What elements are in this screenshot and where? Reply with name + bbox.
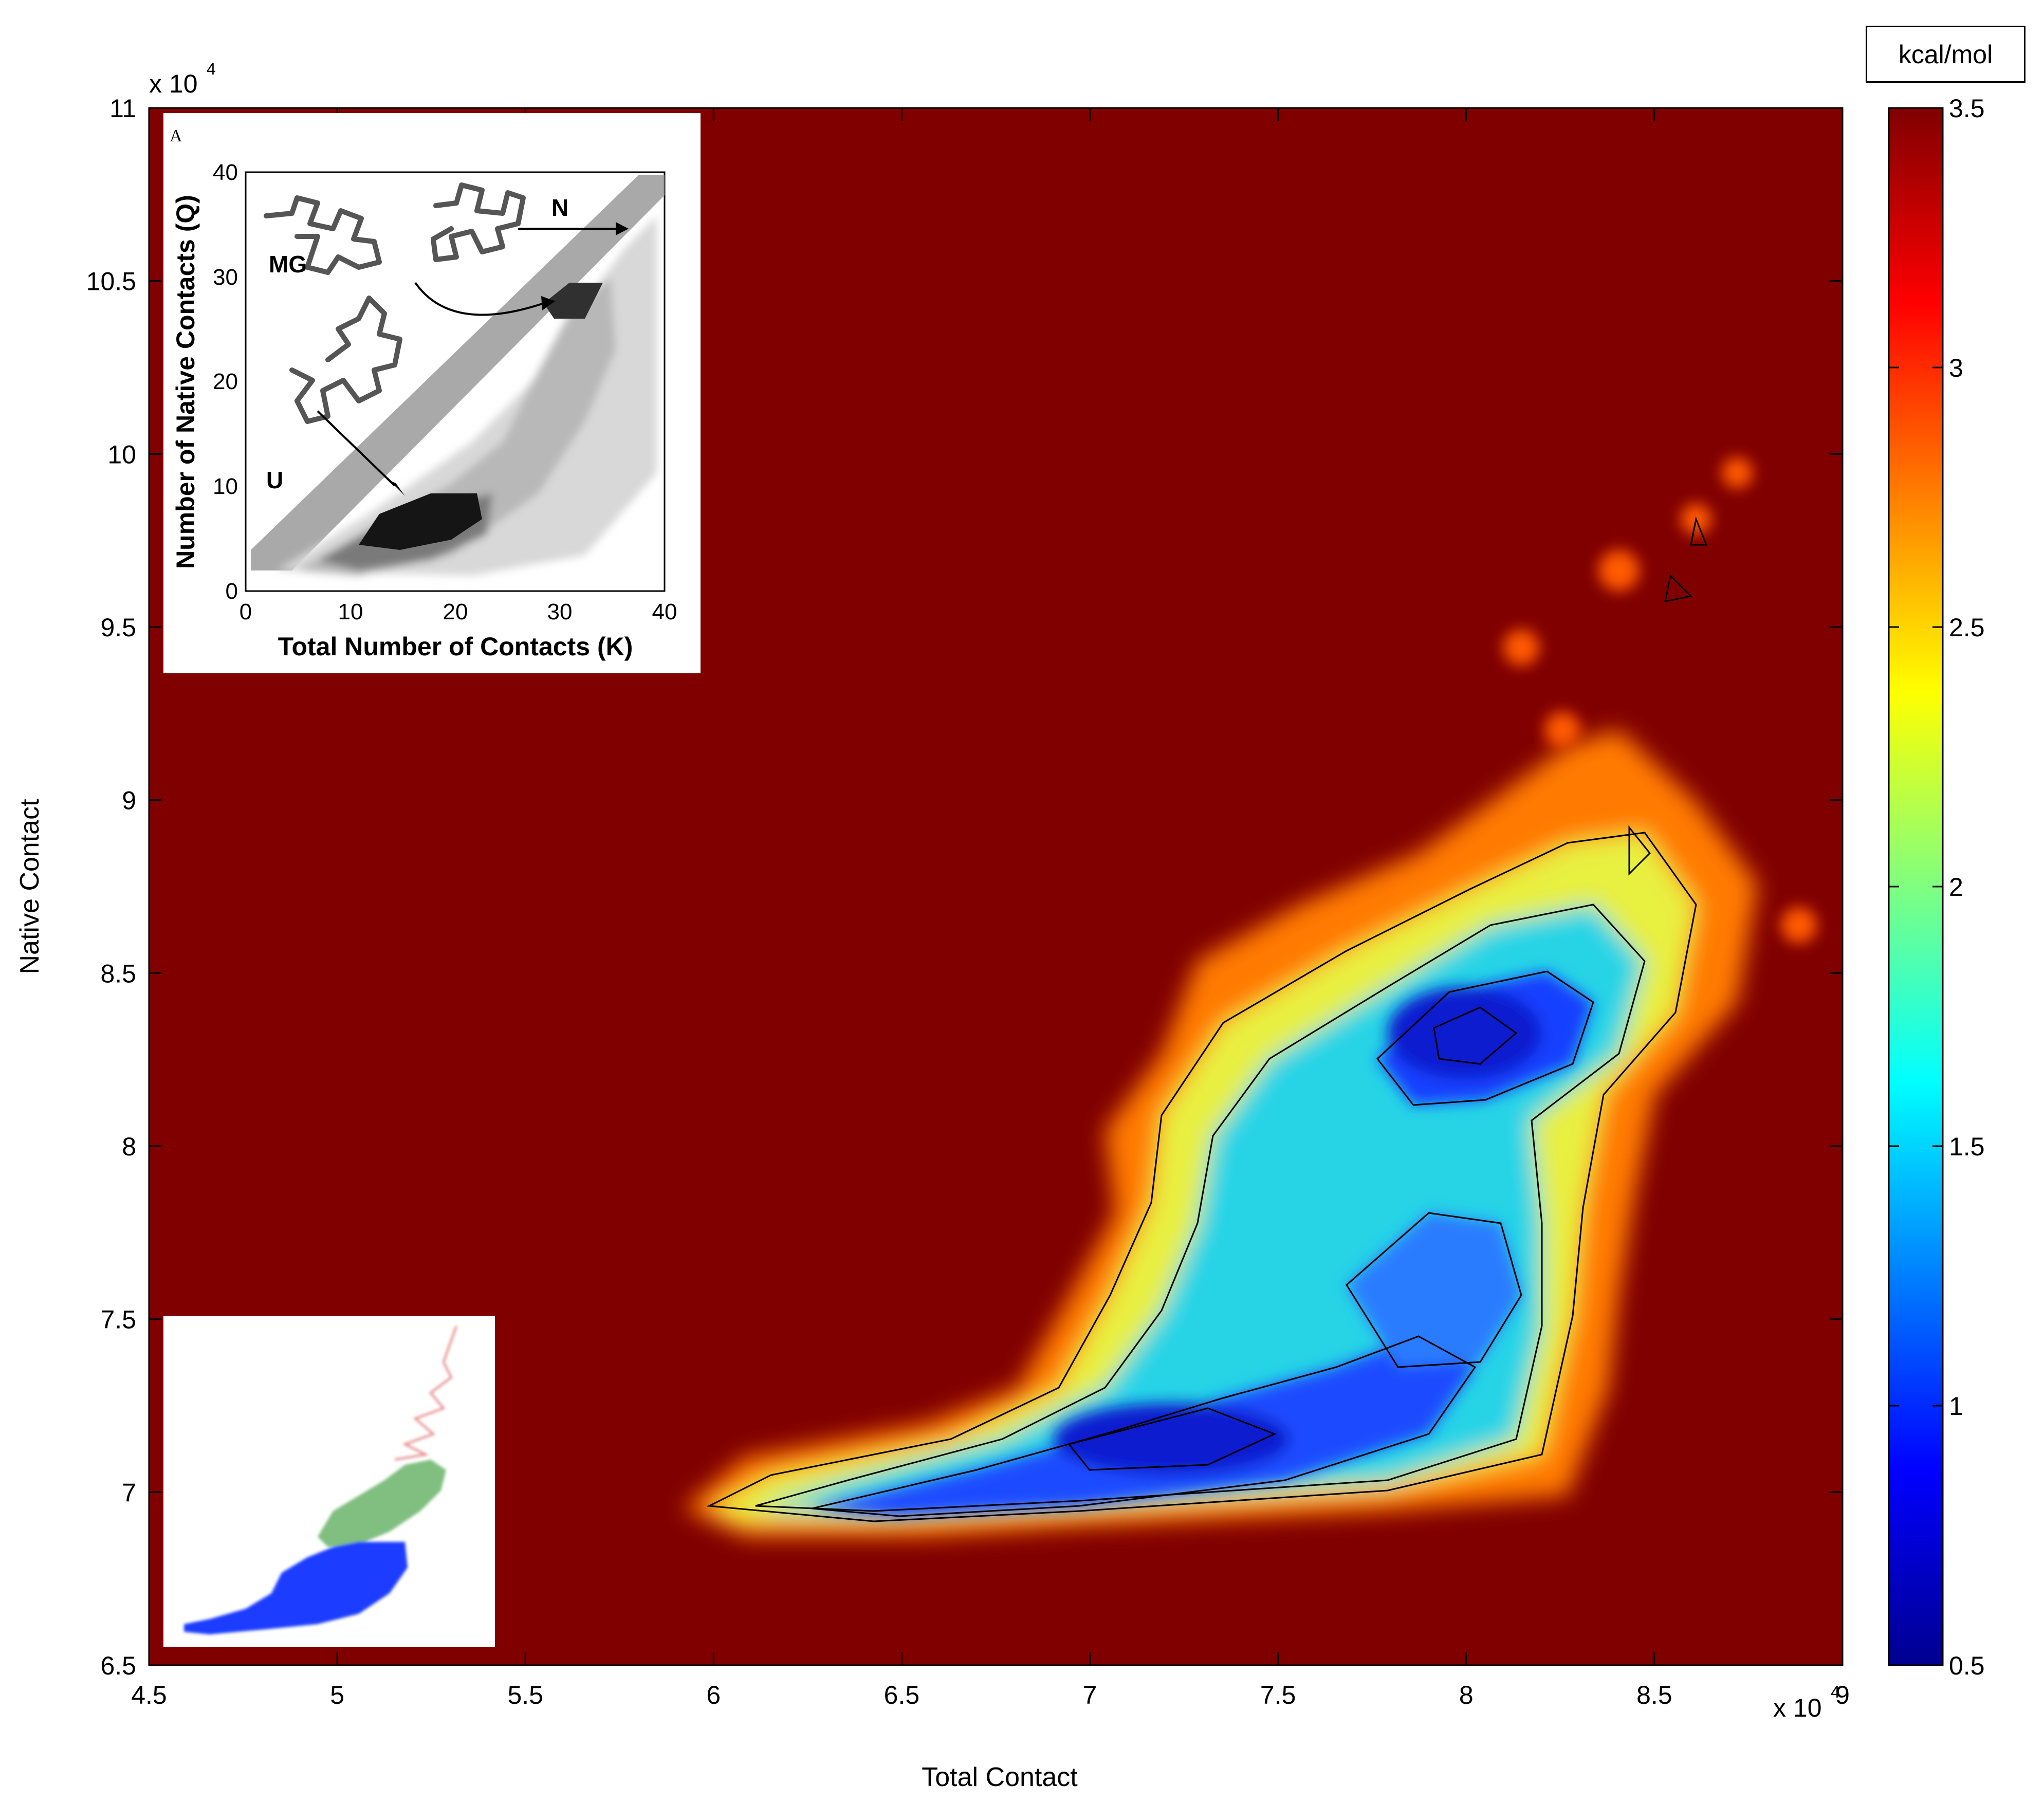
speckle [1503, 630, 1539, 666]
arrow-mg [414, 282, 544, 316]
chain-mg [264, 195, 382, 275]
x-tick-label: 9 [1835, 1681, 1850, 1709]
inset-y-tick: 40 [213, 160, 238, 185]
inset-y-tick: 0 [226, 579, 238, 604]
colorbar-unit-box: kcal/mol [1866, 26, 2025, 83]
contour-line [706, 832, 1697, 1522]
contour-line [1346, 1212, 1522, 1368]
speckle [1598, 550, 1640, 591]
y-exponent-label: x 10 [149, 69, 198, 98]
colorbar-tick-label: 1.5 [1949, 1132, 1985, 1161]
plot-frame [148, 107, 1844, 1666]
x-tick-label: 4.5 [131, 1681, 167, 1709]
inset-x-label: Total Number of Contacts (K) [278, 632, 633, 661]
inset-trajectory-plot [163, 1316, 495, 1647]
inset-panel-label: A [170, 126, 182, 145]
contour-line [1628, 825, 1651, 876]
y-tick-label: 8.5 [100, 959, 136, 988]
inset-y-tick: 10 [213, 474, 238, 499]
y-tick-label: 10 [107, 440, 136, 469]
contour-lines [706, 516, 1708, 1522]
y-tick-label: 10.5 [86, 267, 136, 296]
y-tick-label: 9 [122, 786, 136, 815]
state-label-n: N [551, 194, 568, 221]
contour-line [755, 904, 1646, 1512]
x-tick-label: 7 [1083, 1681, 1097, 1709]
arrow-u [317, 410, 396, 487]
state-label-mg: MG [269, 251, 307, 278]
inset-contour-outer [277, 216, 657, 576]
x-exponent-power: 4 [1831, 1683, 1840, 1701]
state-label-u: U [266, 467, 283, 493]
speckle [1781, 907, 1817, 943]
y-tick-label: 9.5 [100, 613, 136, 642]
y-exponent-power: 4 [207, 60, 216, 78]
energy-core-high [1388, 987, 1542, 1079]
trajectory-green [318, 1460, 446, 1547]
contour-line [1664, 574, 1693, 602]
colorbar-tick-label: 2.5 [1949, 613, 1985, 642]
arrowhead-n [616, 222, 629, 235]
colorbar-tick-label: 0.5 [1949, 1651, 1985, 1680]
colorbar-ticks: 0.5 1 1.5 2 2.5 3 3.5 [1889, 94, 1985, 1680]
colorbar-tick-label: 2 [1949, 873, 1963, 901]
contour-line [1067, 1407, 1277, 1471]
inset-x-tick: 30 [547, 599, 573, 624]
trajectory-red [394, 1326, 457, 1461]
y-tick-label: 7 [122, 1478, 136, 1507]
x-axis-label: Total Contact [922, 1762, 1078, 1792]
x-tick-label: 8 [1459, 1681, 1474, 1709]
y-axis-label: Native Contact [15, 799, 45, 974]
x-axis-ticks: 4.5 5 5.5 6 6.5 7 7.5 8 8.5 9 [131, 108, 1850, 1709]
inset-y-tick: 30 [213, 265, 238, 290]
colorbar-tick-label: 3 [1949, 354, 1963, 382]
arrowhead-mg [541, 296, 555, 310]
x-tick-label: 5.5 [507, 1681, 543, 1709]
inset-basin-n [544, 283, 603, 319]
inset-diagonal-band [251, 175, 665, 570]
contour-line [1376, 970, 1594, 1106]
x-tick-label: 7.5 [1260, 1681, 1296, 1709]
x-exponent-label: x 10 [1773, 1693, 1822, 1722]
inset-x-tick: 0 [240, 599, 252, 624]
inset-reference-plot: A MG N U [163, 113, 701, 673]
energy-core-low [1054, 1403, 1290, 1475]
y-tick-label: 6.5 [100, 1651, 136, 1680]
colorbar-tick-label: 3.5 [1949, 94, 1985, 123]
y-axis-ticks: 6.5 7 7.5 8 8.5 9 9.5 10 10.5 11 [86, 94, 1843, 1680]
chain-n [431, 182, 526, 262]
trajectory-blue [184, 1542, 408, 1634]
x-tick-label: 6.5 [884, 1681, 920, 1709]
chain-u [289, 296, 402, 424]
arrowhead-u [390, 481, 405, 496]
inset-basin-u [359, 493, 482, 550]
energy-basin-blue-mid [1347, 1213, 1521, 1367]
y-tick-label: 8 [122, 1132, 136, 1161]
x-tick-label: 8.5 [1636, 1681, 1672, 1709]
speckle [1722, 457, 1753, 488]
x-tick-label: 6 [706, 1681, 721, 1709]
inset-y-label: Number of Native Contacts (Q) [171, 195, 200, 569]
x-tick-label: 5 [330, 1681, 344, 1709]
free-energy-landscape [684, 457, 1817, 1537]
inset-x-tick: 20 [443, 599, 468, 624]
inset-x-tick: 10 [338, 599, 363, 624]
inset-y-tick: 20 [213, 369, 238, 394]
contour-line [1690, 516, 1708, 546]
y-tick-label: 7.5 [100, 1305, 136, 1334]
contour-line [1433, 1006, 1518, 1065]
colorbar-tick-label: 1 [1949, 1392, 1963, 1421]
y-tick-label: 11 [109, 94, 136, 123]
colorbar-unit-label: kcal/mol [1898, 40, 1993, 69]
inset-x-tick: 40 [652, 599, 677, 624]
speckle [1544, 712, 1580, 748]
